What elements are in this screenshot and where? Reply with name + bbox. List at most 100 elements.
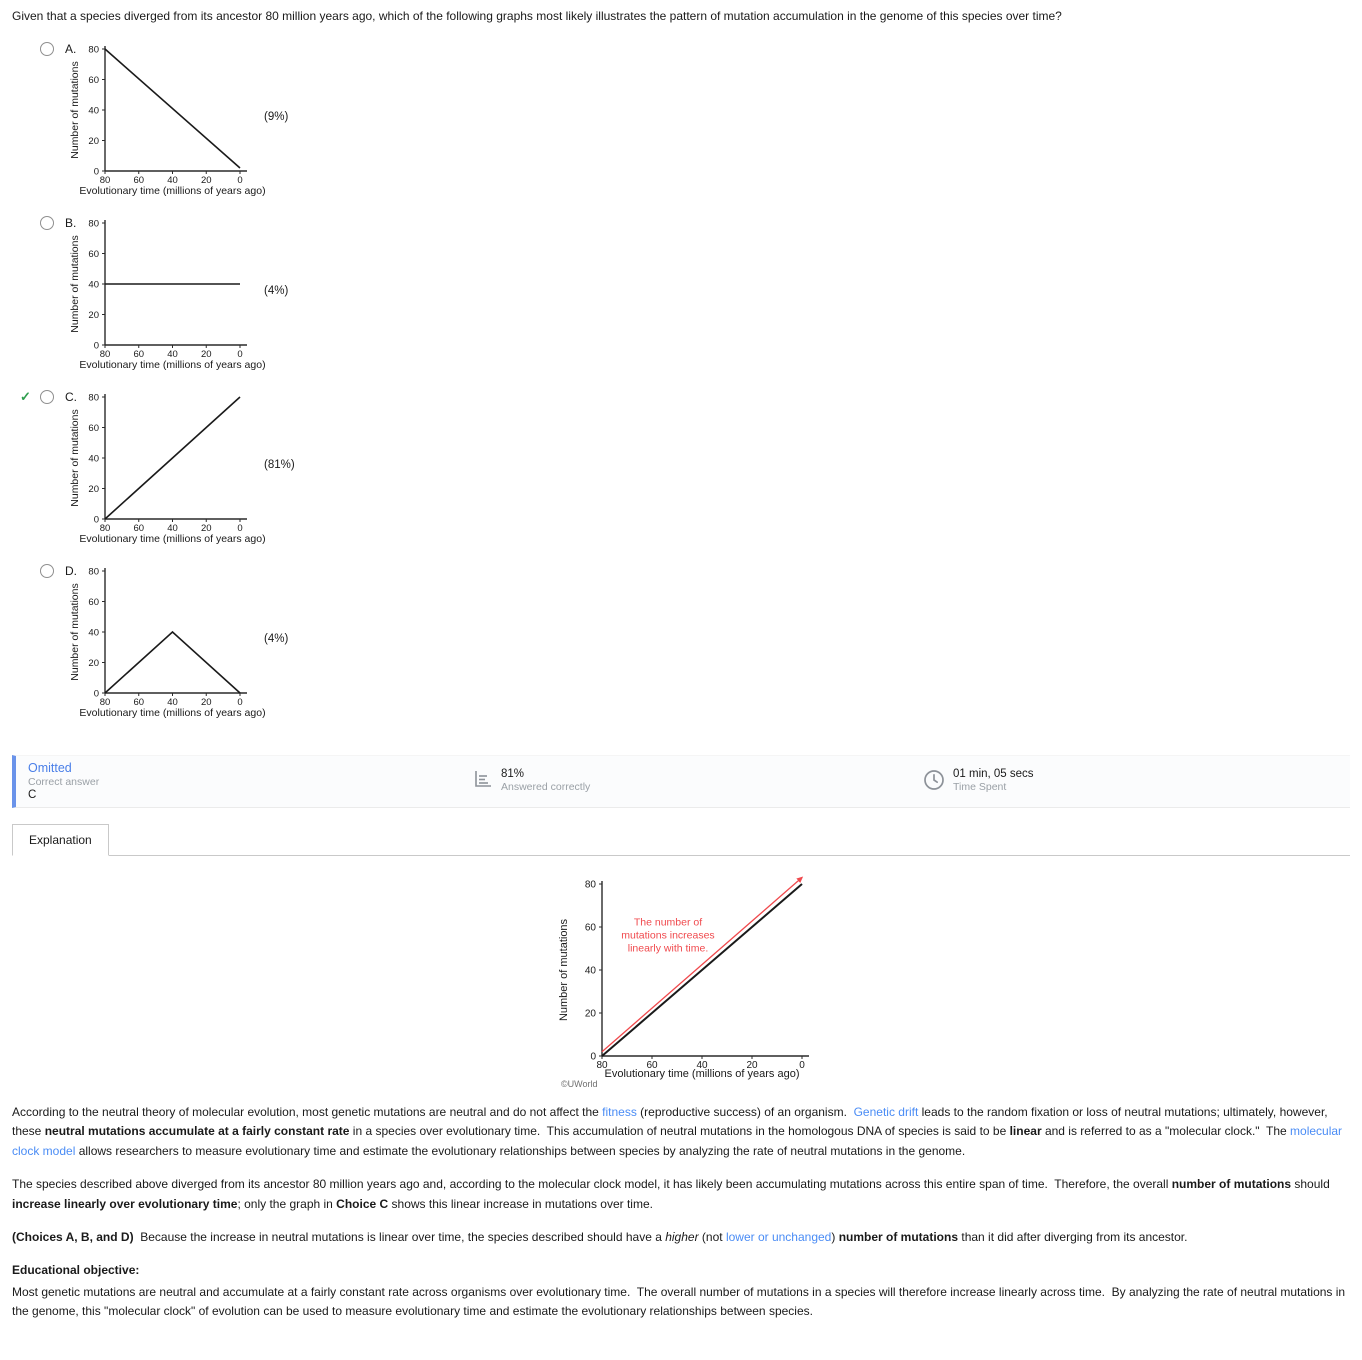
svg-text:20: 20 [88, 658, 99, 669]
svg-text:40: 40 [88, 453, 99, 464]
option-b-chart: 80 60 40 20 0 0 20 40 60 80 Evolutionary time (mil… [68, 215, 1350, 374]
text-link[interactable]: lower or unchanged [725, 1229, 832, 1244]
text-segment: allows researchers to measure evolutiona… [75, 1143, 966, 1158]
time-spent-label: Time Spent [953, 780, 1007, 793]
svg-text:40: 40 [585, 965, 597, 976]
svg-text:0: 0 [237, 697, 242, 708]
svg-text:Evolutionary time (millions of: Evolutionary time (millions of years ago… [604, 1068, 799, 1080]
svg-text:20: 20 [88, 136, 99, 147]
svg-text:20: 20 [585, 1008, 597, 1019]
svg-text:Number of mutations: Number of mutations [69, 409, 81, 506]
text-segment: (Choices A, B, and D) [12, 1229, 134, 1244]
svg-text:40: 40 [88, 105, 99, 116]
text-segment: shows this linear increase in mutations … [388, 1196, 653, 1211]
svg-text:80: 80 [88, 45, 99, 56]
svg-text:40: 40 [167, 523, 178, 534]
option-a-radio[interactable] [40, 41, 54, 56]
option-a-chart: 80 60 40 20 0 0 20 40 60 80 Evolutionary time (mil… [68, 41, 1350, 200]
svg-text:0: 0 [94, 166, 99, 177]
option-b-label: B. [65, 215, 77, 230]
svg-text:60: 60 [88, 597, 99, 608]
svg-text:Evolutionary time (millions of: Evolutionary time (millions of years ago… [79, 185, 265, 197]
svg-text:60: 60 [133, 697, 144, 708]
svg-text:Evolutionary time (millions of: Evolutionary time (millions of years ago… [79, 707, 265, 719]
educational-objective-heading: Educational objective: [12, 1261, 1350, 1280]
text-segment: Because the increase in neutral mutation… [133, 1229, 666, 1244]
option-c-percent: (81%) [264, 458, 295, 471]
text-link[interactable]: Genetic drift [853, 1104, 919, 1119]
percent-correct: 81% [501, 767, 525, 780]
option-c-radio[interactable] [40, 389, 54, 404]
result-bar: Omitted Correct answer C 81% Answered co… [12, 754, 1350, 808]
text-segment: Educational objective: [12, 1263, 140, 1278]
option-c-label: C. [65, 389, 77, 404]
svg-text:Number of mutations: Number of mutations [69, 61, 81, 158]
text-segment: Most genetic mutations are neutral and a… [12, 1284, 1349, 1319]
text-segment: The species described above diverged fro… [12, 1177, 1172, 1192]
svg-text:20: 20 [201, 523, 212, 534]
question-text: Given that a species diverged from its a… [12, 9, 1062, 23]
text-link[interactable]: fitness [602, 1104, 637, 1119]
svg-text:60: 60 [133, 349, 144, 360]
explanation-paragraph-choices: (Choices A, B, and D) Because the increa… [12, 1228, 1350, 1247]
svg-text:80: 80 [585, 879, 597, 890]
svg-text:0: 0 [94, 340, 99, 351]
svg-text:0: 0 [590, 1051, 596, 1062]
text-segment: than it did after diverging from its anc… [958, 1229, 1188, 1244]
svg-text:0: 0 [237, 349, 242, 360]
option-b-radio[interactable] [40, 215, 54, 230]
explanation-figure: 80 60 40 20 0 0 20 40 60 80 Evolutionary time (mil… [555, 874, 845, 1089]
option-d-chart: 80 60 40 20 0 0 20 40 60 80 Evolutionary time (mil… [68, 563, 1350, 722]
explanation-chart: 80 60 40 20 0 0 20 40 60 80 Evolutionary time (mil… [555, 874, 845, 1083]
text-segment: neutral mutations accumulate at a fairly… [44, 1124, 350, 1139]
svg-text:40: 40 [167, 175, 178, 186]
svg-text:Evolutionary time (millions of: Evolutionary time (millions of years ago… [79, 533, 265, 545]
text-segment: higher [665, 1229, 699, 1244]
tab-explanation[interactable]: Explanation [12, 823, 109, 856]
omitted-status: Omitted [28, 760, 72, 775]
svg-text:80: 80 [100, 697, 111, 708]
tab-bar: Explanation [12, 823, 1350, 856]
text-segment: number of mutations [838, 1229, 959, 1244]
stats-icon [475, 770, 491, 787]
svg-text:0: 0 [94, 514, 99, 525]
svg-text:60: 60 [88, 423, 99, 434]
svg-text:80: 80 [88, 219, 99, 230]
text-segment: number of mutations [1171, 1177, 1292, 1192]
svg-text:20: 20 [201, 697, 212, 708]
text-segment: (reproductive success) of an organism. [636, 1104, 854, 1119]
svg-text:60: 60 [133, 175, 144, 186]
svg-text:80: 80 [88, 393, 99, 404]
svg-text:40: 40 [88, 279, 99, 290]
text-segment: Choice C [336, 1196, 389, 1211]
svg-text:60: 60 [646, 1060, 658, 1071]
svg-text:80: 80 [100, 349, 111, 360]
option-d-label: D. [65, 563, 77, 578]
svg-text:60: 60 [585, 922, 597, 933]
text-segment: leads to the random fixation or loss of … [12, 1104, 1331, 1139]
clock-icon [924, 769, 944, 790]
answered-correctly-block: 81% Answered correctly [472, 768, 590, 793]
svg-text:Number of mutations: Number of mutations [558, 918, 570, 1021]
option-d-radio[interactable] [40, 563, 54, 578]
correct-checkmark-icon: ✓ [20, 388, 31, 404]
svg-text:60: 60 [88, 75, 99, 86]
uworld-copyright: ©UWorld [561, 1078, 598, 1089]
correct-answer-label: Correct answer [28, 775, 100, 788]
svg-text:20: 20 [88, 310, 99, 321]
svg-text:80: 80 [596, 1060, 608, 1071]
svg-text:Evolutionary time (millions of: Evolutionary time (millions of years ago… [79, 359, 265, 371]
text-segment: linear [1009, 1124, 1042, 1139]
svg-text:80: 80 [100, 175, 111, 186]
text-link[interactable]: molecular clock model [12, 1124, 1346, 1158]
explanation-paragraph-1: According to the neutral theory of molec… [12, 1103, 1350, 1161]
svg-text:40: 40 [696, 1060, 708, 1071]
svg-text:20: 20 [746, 1060, 758, 1071]
svg-text:80: 80 [88, 567, 99, 578]
option-b-percent: (4%) [264, 284, 289, 297]
